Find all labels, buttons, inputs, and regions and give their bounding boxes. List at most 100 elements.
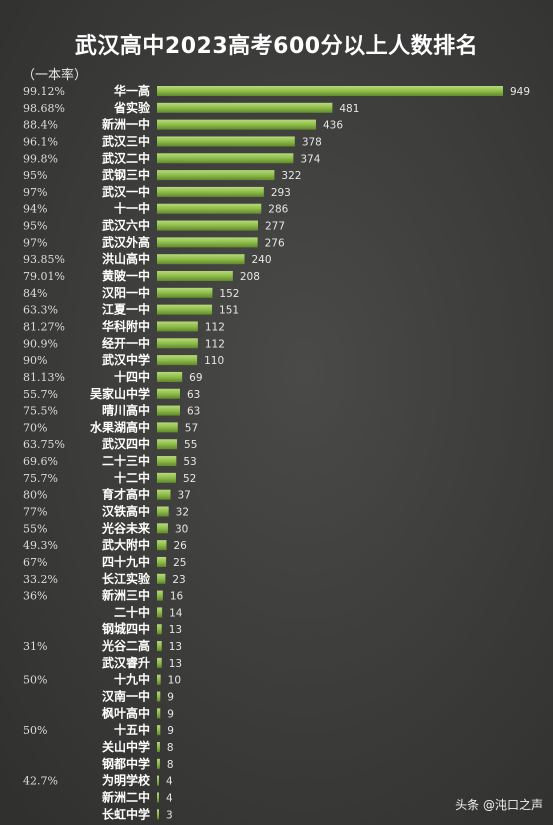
school-label: 吴家山中学 [90, 386, 150, 401]
bar [157, 641, 162, 652]
bar [157, 456, 177, 467]
bar [157, 775, 159, 786]
school-label: 十九中 [114, 672, 150, 687]
school-label: 十四中 [114, 369, 150, 384]
school-label: 长江实验 [102, 571, 151, 586]
value-label: 4 [166, 776, 173, 788]
value-label: 16 [170, 591, 184, 603]
bar [157, 203, 262, 214]
bar [157, 708, 161, 719]
school-label: 枫叶高中 [102, 705, 150, 720]
rate-label: 97% [23, 186, 47, 199]
value-label: 293 [271, 187, 291, 199]
value-label: 55 [184, 439, 197, 451]
rate-label: 67% [23, 556, 47, 569]
bar [157, 590, 163, 601]
bar [157, 338, 198, 349]
bar [157, 809, 159, 820]
watermark: 头条 @沌口之声 [455, 798, 543, 812]
rate-label: 99.12% [23, 85, 65, 98]
rate-label: 77% [23, 506, 47, 519]
school-label: 华科附中 [102, 318, 150, 333]
rate-label: 96.1% [23, 135, 58, 148]
school-label: 武汉四中 [102, 436, 150, 451]
value-label: 10 [168, 675, 181, 687]
rate-column-header: （一本率） [22, 68, 88, 83]
bar [157, 153, 294, 164]
value-label: 8 [167, 759, 174, 771]
school-label: 钢城四中 [102, 621, 150, 636]
bar [157, 422, 178, 433]
bar [157, 371, 183, 382]
bar [157, 304, 213, 315]
bar [157, 725, 161, 736]
bar [157, 321, 198, 332]
value-label: 152 [219, 288, 239, 300]
value-label: 3 [166, 809, 173, 821]
school-label: 汉铁高中 [102, 504, 150, 519]
value-label: 112 [205, 338, 225, 350]
rate-label: 49.3% [23, 539, 58, 552]
rate-label: 79.01% [23, 270, 65, 283]
school-label: 武汉一中 [102, 184, 150, 199]
value-label: 286 [268, 204, 288, 216]
rate-label: 70% [23, 421, 47, 434]
rate-label: 75.7% [23, 472, 58, 485]
rate-label: 99.8% [23, 152, 58, 165]
school-label: 二十中 [114, 604, 150, 619]
rate-label: 81.27% [23, 320, 65, 333]
value-label: 9 [167, 692, 174, 704]
rate-label: 55% [23, 522, 47, 535]
chart-title: 武汉高中2023高考600分以上人数排名 [74, 34, 479, 59]
school-label: 晴川高中 [102, 403, 150, 418]
school-label: 二十三中 [102, 453, 150, 468]
bar [157, 657, 162, 668]
value-label: 14 [169, 607, 183, 619]
rate-label: 33.2% [23, 573, 58, 586]
school-label: 四十九中 [102, 554, 150, 569]
school-label: 为明学校 [102, 773, 151, 788]
bar [157, 271, 233, 282]
value-label: 69 [189, 372, 202, 384]
rate-label: 50% [23, 674, 47, 687]
rate-label: 84% [23, 287, 47, 300]
value-label: 949 [510, 86, 530, 98]
rate-label: 97% [23, 236, 47, 249]
school-label: 经开一中 [102, 335, 150, 350]
school-label: 十二中 [114, 470, 150, 485]
value-label: 8 [167, 742, 174, 754]
bar [157, 119, 316, 130]
value-label: 37 [177, 490, 190, 502]
bar [157, 388, 180, 399]
value-label: 52 [183, 473, 196, 485]
school-label: 长虹中学 [102, 806, 150, 821]
school-label: 新洲二中 [102, 789, 150, 804]
bar [157, 405, 180, 416]
school-label: 光谷二高 [101, 638, 150, 653]
school-label: 十一中 [114, 201, 150, 216]
school-label: 十五中 [114, 722, 150, 737]
rate-label: 90% [23, 354, 47, 367]
bar [157, 287, 213, 298]
rate-label: 69.6% [23, 455, 58, 468]
bar [157, 506, 169, 517]
value-label: 63 [187, 389, 200, 401]
rate-label: 93.85% [23, 253, 65, 266]
school-label: 华一高 [114, 83, 150, 98]
value-label: 436 [323, 120, 343, 132]
rate-label: 63.3% [23, 304, 58, 317]
bar [157, 758, 160, 769]
value-label: 13 [169, 658, 182, 670]
school-label: 武汉外高 [102, 234, 150, 249]
school-label: 武汉睿升 [102, 655, 150, 670]
rate-label: 36% [23, 590, 47, 603]
bar [157, 741, 160, 752]
rate-label: 95% [23, 220, 47, 233]
value-label: 322 [281, 170, 301, 182]
bar [157, 674, 161, 685]
bar [157, 186, 264, 197]
value-label: 30 [175, 523, 188, 535]
value-label: 110 [204, 355, 224, 367]
bar [157, 540, 167, 551]
